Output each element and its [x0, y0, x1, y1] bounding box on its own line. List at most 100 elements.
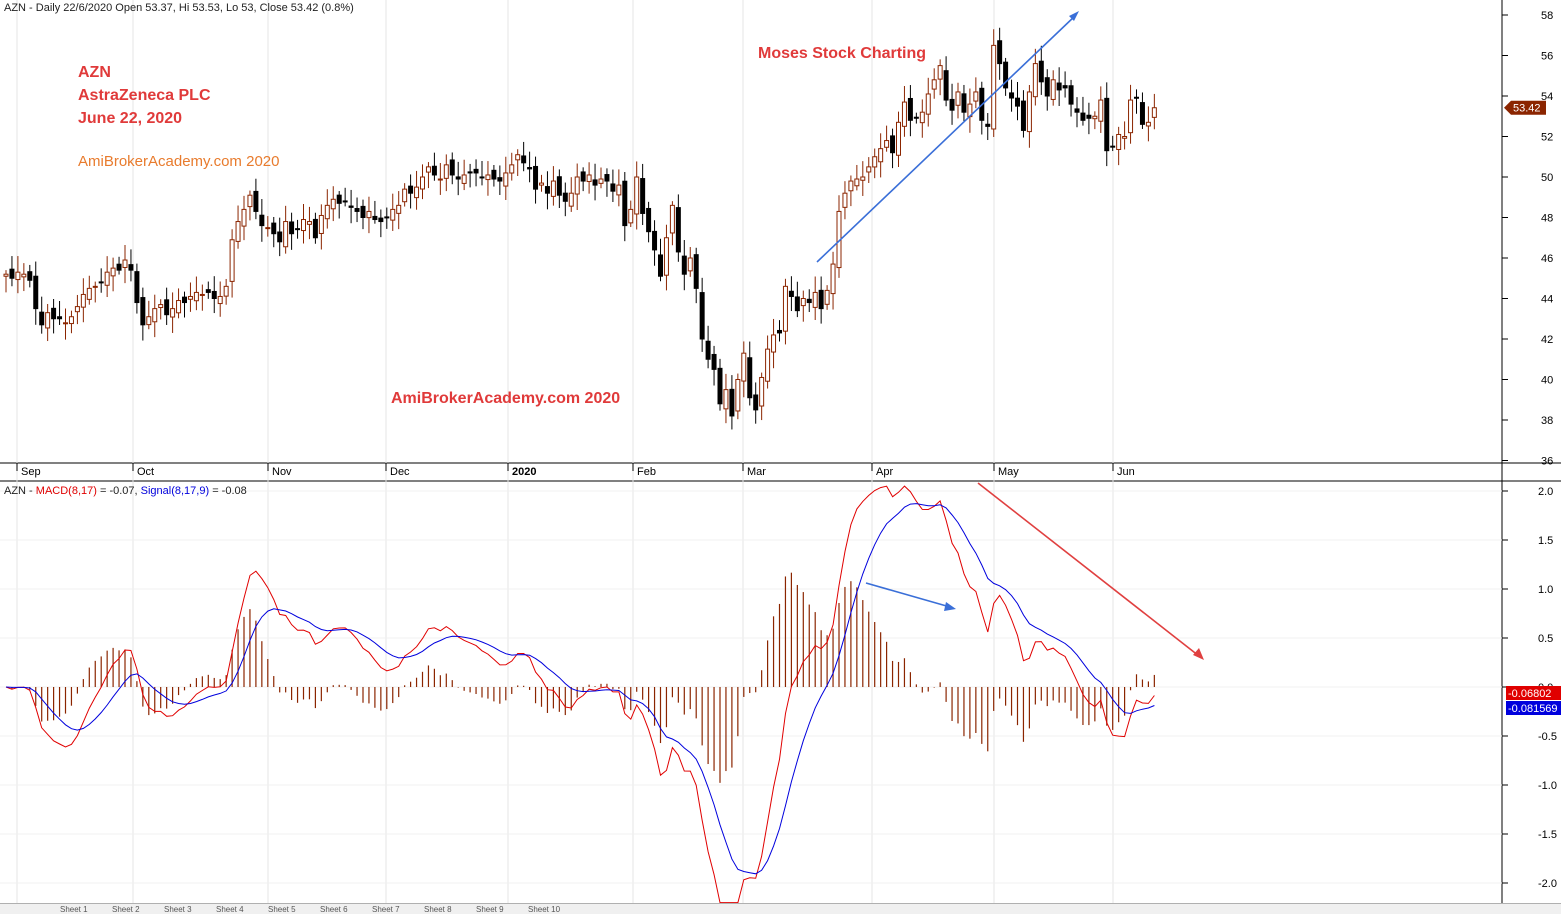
company-label: AstraZeneca PLC: [78, 87, 211, 104]
candle: [21, 263, 27, 292]
x-tick-label: Mar: [747, 466, 766, 478]
candle: [479, 161, 485, 186]
candle: [693, 247, 699, 304]
candle: [277, 217, 283, 257]
candle: [1050, 70, 1056, 106]
candle: [753, 382, 759, 424]
candle: [1104, 82, 1110, 167]
candle: [592, 163, 598, 201]
candle: [568, 177, 574, 212]
price-tick-label: 48: [1541, 213, 1553, 225]
candle: [283, 205, 289, 254]
candle: [217, 281, 223, 317]
candle: [640, 163, 646, 226]
candle: [45, 303, 51, 342]
candle: [812, 276, 818, 321]
candle: [205, 281, 211, 299]
candle: [414, 170, 420, 210]
candle: [68, 310, 74, 334]
sheet-tab[interactable]: Sheet 8: [424, 905, 452, 914]
candle: [973, 77, 979, 109]
candle: [782, 278, 788, 345]
sheet-tab[interactable]: Sheet 6: [320, 905, 348, 914]
candle: [699, 277, 705, 352]
sheet-tab[interactable]: Sheet 10: [528, 905, 561, 914]
candle: [663, 224, 669, 291]
candle: [491, 164, 497, 187]
sheet-tab[interactable]: Sheet 9: [476, 905, 504, 914]
candle: [890, 128, 896, 169]
candle: [33, 261, 39, 325]
macd-arrow-red-head: [1193, 648, 1204, 660]
candle: [866, 157, 872, 183]
candle: [170, 292, 176, 333]
sheet-tab-bar: Sheet 1 Sheet 2 Sheet 3 Sheet 4 Sheet 5 Sheet…: [0, 903, 1561, 914]
trend-arrow-up-head: [1069, 11, 1079, 21]
candle: [788, 276, 794, 312]
candle: [86, 275, 92, 305]
candle: [985, 113, 991, 141]
candle: [521, 141, 527, 172]
candle: [1032, 48, 1038, 106]
sheet-tab[interactable]: Sheet 1: [60, 905, 88, 914]
sheet-tab[interactable]: Sheet 3: [164, 905, 192, 914]
last-price-flag: 53.42: [1504, 100, 1546, 115]
candle: [235, 205, 241, 249]
candle: [741, 341, 747, 398]
candle: [652, 220, 658, 266]
candle: [92, 281, 98, 303]
candle: [431, 152, 437, 181]
candle: [1139, 92, 1145, 129]
candle: [937, 59, 943, 96]
x-tick-label: Apr: [876, 466, 893, 478]
candle: [74, 294, 80, 325]
candle: [390, 193, 396, 231]
candle: [449, 152, 455, 185]
macd-tick-label: 1.0: [1538, 584, 1553, 596]
price-tick-label: 38: [1541, 415, 1553, 427]
sheet-tab[interactable]: Sheet 7: [372, 905, 400, 914]
candle: [348, 189, 354, 224]
candle: [872, 148, 878, 179]
candle: [1020, 90, 1026, 138]
candle: [57, 301, 63, 325]
candle: [1080, 96, 1086, 126]
sheet-tab[interactable]: Sheet 2: [112, 905, 140, 914]
macd-tick-label: -1.0: [1538, 780, 1557, 792]
candle: [122, 245, 128, 284]
sheet-tab[interactable]: Sheet 5: [268, 905, 296, 914]
sheet-tab[interactable]: Sheet 4: [216, 905, 244, 914]
candle: [533, 156, 539, 204]
candle: [539, 174, 544, 192]
price-tick-label: 58: [1541, 10, 1553, 22]
macd-tick-label: -1.5: [1538, 829, 1557, 841]
candle: [1074, 97, 1080, 128]
candle: [1068, 79, 1074, 117]
price-tick-label: 46: [1541, 253, 1553, 265]
candle: [580, 167, 586, 192]
candle: [229, 229, 235, 298]
candle: [503, 156, 509, 200]
candle: [705, 325, 711, 369]
candle: [1110, 135, 1116, 152]
candle: [622, 172, 628, 242]
candle: [860, 161, 866, 196]
candle: [164, 287, 170, 325]
candle: [223, 278, 229, 305]
candle: [598, 167, 604, 189]
svg-text:AZN - Daily 22/6/2020 Open 53.: AZN - Daily 22/6/2020 Open 53.37, Hi 53.…: [4, 2, 354, 14]
candle: [39, 296, 45, 334]
candle: [616, 169, 622, 207]
candle: [794, 281, 800, 318]
candle: [104, 256, 110, 298]
candle: [711, 345, 717, 386]
candle: [1056, 67, 1062, 106]
candle: [360, 199, 366, 230]
candle: [818, 276, 824, 324]
macd-arrow-blue-head: [944, 602, 956, 611]
candle: [158, 299, 164, 320]
candle: [253, 178, 259, 220]
price-tick-label: 44: [1541, 294, 1553, 306]
candle: [265, 216, 271, 237]
